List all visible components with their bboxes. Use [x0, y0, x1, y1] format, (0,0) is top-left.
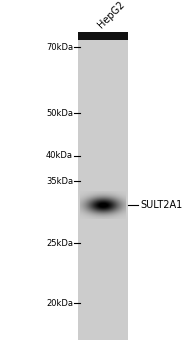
Bar	[78, 32, 128, 40]
Text: 70kDa: 70kDa	[46, 42, 73, 51]
Text: 25kDa: 25kDa	[46, 238, 73, 247]
Text: HepG2: HepG2	[96, 0, 127, 30]
Text: 40kDa: 40kDa	[46, 152, 73, 161]
Text: 35kDa: 35kDa	[46, 176, 73, 186]
Text: 50kDa: 50kDa	[46, 108, 73, 118]
Text: SULT2A1: SULT2A1	[140, 200, 182, 210]
Text: 20kDa: 20kDa	[46, 299, 73, 308]
